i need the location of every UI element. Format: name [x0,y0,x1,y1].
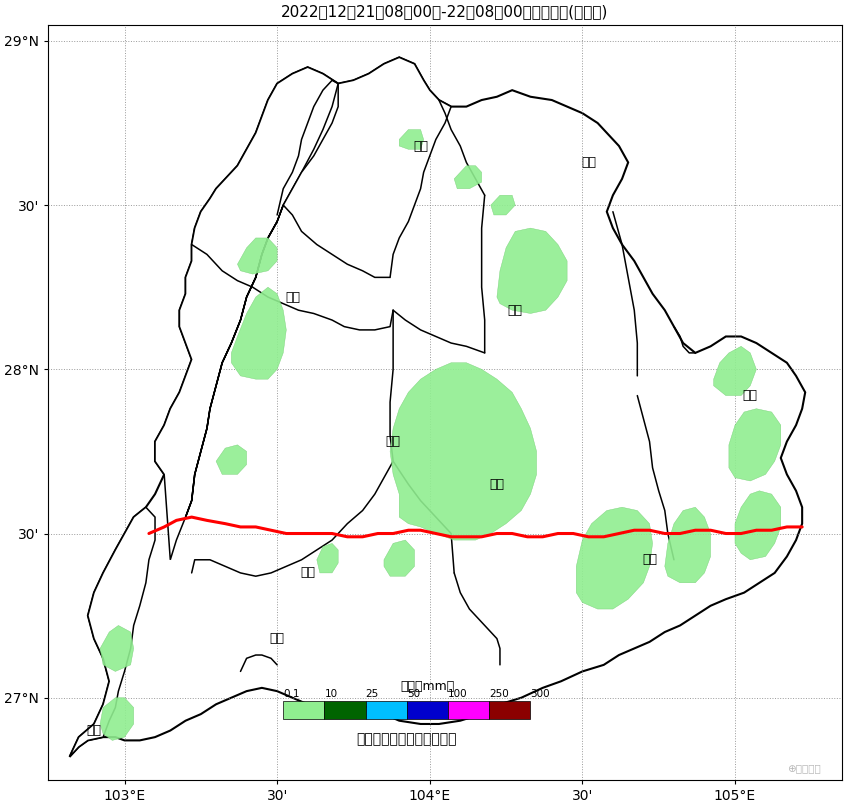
Polygon shape [399,130,424,149]
Polygon shape [714,346,756,395]
Text: 彝良: 彝良 [489,478,504,491]
Polygon shape [69,508,155,757]
Bar [283,701,325,719]
Polygon shape [216,445,246,475]
Bar [407,701,448,719]
Polygon shape [155,67,338,560]
Text: 永善: 永善 [285,291,299,303]
Polygon shape [390,362,536,540]
Text: 昭通气象科技服务中心制作: 昭通气象科技服务中心制作 [357,732,457,746]
Text: 威信: 威信 [743,389,758,402]
Text: 大关: 大关 [386,435,401,448]
Text: 50: 50 [407,689,420,700]
Polygon shape [665,508,711,583]
Text: ⊕昭通天气: ⊕昭通天气 [787,763,821,773]
Text: 鲁甸: 鲁甸 [270,632,284,645]
Polygon shape [576,508,652,609]
Text: 镇雄: 镇雄 [642,554,657,567]
Text: 10: 10 [325,689,338,700]
Text: 300: 300 [530,689,550,700]
Polygon shape [384,540,415,576]
Polygon shape [238,238,277,274]
Bar [448,701,489,719]
Text: 0.1: 0.1 [283,689,299,700]
Title: 2022年12月21日08时00分-22日08时00分累积降水(区域站): 2022年12月21日08时00分-22日08时00分累积降水(区域站) [282,4,609,19]
Polygon shape [316,543,338,573]
Text: 盐津: 盐津 [508,303,523,316]
Polygon shape [497,228,567,313]
Polygon shape [100,625,134,671]
Text: 巧家: 巧家 [86,724,102,737]
Polygon shape [735,491,781,560]
Text: 水富: 水富 [581,156,596,169]
Text: 绥江: 绥江 [413,140,428,153]
Polygon shape [729,408,781,481]
Polygon shape [100,698,134,740]
Text: 250: 250 [489,689,509,700]
Polygon shape [491,195,515,215]
Polygon shape [231,287,286,379]
Bar [489,701,530,719]
Polygon shape [454,165,481,189]
Text: 图例（mm）: 图例（mm） [400,679,454,692]
Text: 100: 100 [448,689,468,700]
Text: 昭通: 昭通 [300,567,316,579]
Text: 25: 25 [365,689,379,700]
Bar [365,701,407,719]
Bar [325,701,365,719]
Polygon shape [69,57,805,757]
Polygon shape [185,57,451,517]
